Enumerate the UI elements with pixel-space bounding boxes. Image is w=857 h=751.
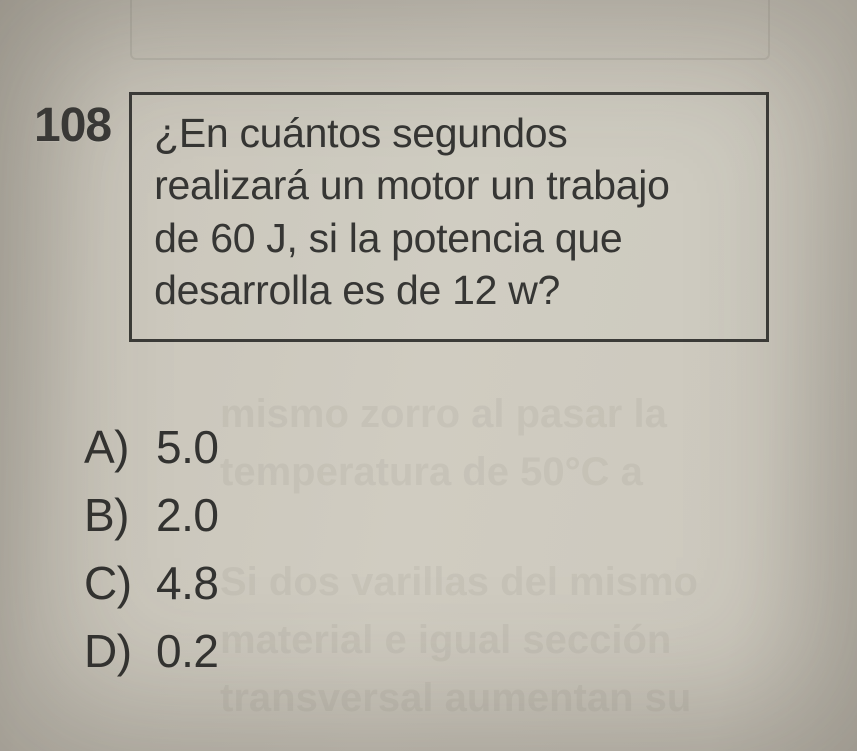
bleedthrough-text: mismo zorro al pasar la xyxy=(220,392,667,437)
question-text: ¿En cuántos segundos realizará un motor … xyxy=(154,107,744,317)
bleedthrough-text: Si dos varillas del mismo xyxy=(220,560,698,605)
bleedthrough-text: temperatura de 50°C a xyxy=(220,450,643,495)
previous-question-edge xyxy=(130,0,770,60)
bleedthrough-text: transversal aumentan su xyxy=(220,676,691,721)
question-line-3: de 60 J, si la potencia que xyxy=(154,215,622,261)
question-line-4: desarrolla es de 12 w? xyxy=(154,267,560,313)
exam-page: 108 ¿En cuántos segundos realizará un mo… xyxy=(0,0,857,751)
option-letter: C) xyxy=(84,556,156,610)
option-value: 4.8 xyxy=(156,557,218,609)
option-letter: B) xyxy=(84,488,156,542)
question-line-1: ¿En cuántos segundos xyxy=(154,110,567,156)
question-number: 108 xyxy=(34,98,111,153)
question-box: ¿En cuántos segundos realizará un motor … xyxy=(129,92,769,342)
option-value: 0.2 xyxy=(156,625,218,677)
option-value: 2.0 xyxy=(156,489,218,541)
option-letter: A) xyxy=(84,420,156,474)
option-value: 5.0 xyxy=(156,421,218,473)
question-line-2: realizará un motor un trabajo xyxy=(154,162,669,208)
option-letter: D) xyxy=(84,624,156,678)
option-b: B)2.0 xyxy=(84,488,817,542)
question-row: 108 ¿En cuántos segundos realizará un mo… xyxy=(34,92,817,342)
bleedthrough-text: material e igual sección xyxy=(220,618,671,663)
